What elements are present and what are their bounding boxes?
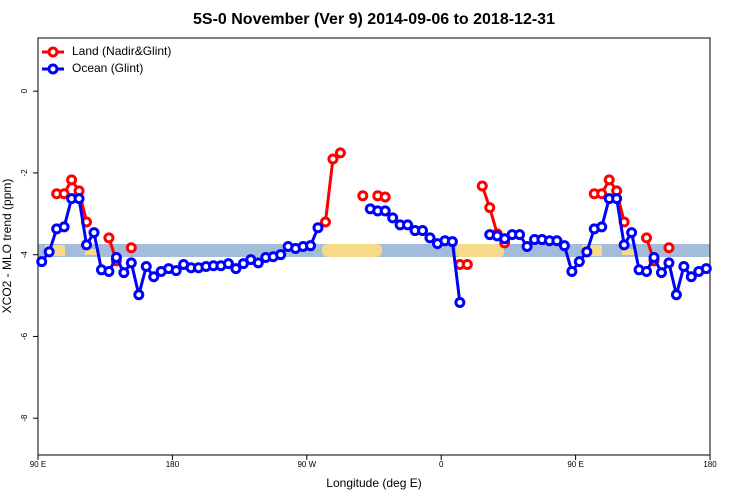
data-point <box>402 219 414 231</box>
data-point <box>36 256 48 268</box>
data-point <box>611 193 623 205</box>
data-point <box>148 271 160 283</box>
data-point <box>514 229 526 241</box>
x-axis-label: Longitude (deg E) <box>326 476 421 490</box>
land-strip <box>322 244 382 257</box>
data-point <box>454 297 466 309</box>
data-point <box>670 289 682 301</box>
data-point <box>461 258 473 270</box>
x-tick-label: 180 <box>703 460 717 469</box>
legend-marker <box>47 46 59 58</box>
data-point <box>58 188 70 200</box>
y-axis-label: XCO2 - MLO trend (ppm) <box>0 179 14 314</box>
legend-marker <box>47 63 59 75</box>
data-point <box>626 227 638 239</box>
y-tick-label: -2 <box>20 169 29 177</box>
data-point <box>58 221 70 233</box>
x-tick-label: 90 E <box>30 460 46 469</box>
data-point <box>476 180 488 192</box>
data-point <box>275 249 287 261</box>
y-tick-label: -4 <box>20 251 29 259</box>
x-tick-label: 90 W <box>297 460 316 469</box>
y-tick-label: -8 <box>20 414 29 422</box>
data-point <box>521 241 533 252</box>
data-point <box>125 257 137 269</box>
x-tick-label: 90 E <box>567 460 583 469</box>
chart-title: 5S-0 November (Ver 9) 2014-09-06 to 2018… <box>193 11 555 28</box>
legend-label: Ocean (Glint) <box>72 61 143 75</box>
data-point <box>663 242 675 254</box>
data-point <box>103 232 115 244</box>
x-tick-label: 180 <box>166 460 180 469</box>
plot-frame <box>37 37 711 456</box>
data-point <box>43 246 55 258</box>
data-point <box>312 222 324 234</box>
data-point <box>334 147 346 159</box>
map-strip <box>38 244 710 257</box>
data-point <box>655 267 667 279</box>
data-point <box>663 257 675 269</box>
data-point <box>641 232 653 244</box>
data-point <box>618 239 630 251</box>
data-point <box>573 256 585 268</box>
data-point <box>252 257 264 269</box>
data-point <box>648 252 660 264</box>
data-point <box>305 240 317 252</box>
data-point <box>81 239 93 251</box>
data-point <box>125 242 137 254</box>
data-point <box>596 221 608 233</box>
data-point <box>319 216 331 228</box>
y-tick-label: -6 <box>20 332 29 340</box>
data-point <box>678 261 690 273</box>
data-point <box>170 265 182 277</box>
land-strip <box>45 245 65 256</box>
data-point <box>88 227 100 239</box>
data-point <box>118 267 130 279</box>
data-point <box>66 174 78 186</box>
data-point <box>446 236 458 248</box>
data-point <box>110 252 122 264</box>
data-point <box>222 258 234 270</box>
data-point <box>103 265 115 277</box>
land-strip <box>85 249 97 255</box>
data-point <box>566 265 578 277</box>
data-point <box>230 263 242 275</box>
land-strip <box>456 244 504 257</box>
data-point <box>685 271 697 283</box>
data-point <box>379 205 391 217</box>
data-point <box>581 246 593 258</box>
data-point <box>551 235 563 247</box>
land-strip <box>622 249 634 255</box>
x-tick-label: 0 <box>439 460 444 469</box>
data-point <box>641 265 653 277</box>
data-point <box>603 174 615 186</box>
data-point <box>417 225 429 237</box>
data-point <box>387 212 399 224</box>
data-point <box>327 153 339 165</box>
data-point <box>133 289 145 301</box>
legend-label: Land (Nadir&Glint) <box>72 44 171 58</box>
data-point <box>700 263 712 275</box>
data-point <box>596 188 608 200</box>
data-point <box>357 190 369 202</box>
data-point <box>379 191 391 203</box>
data-point <box>140 261 152 273</box>
data-point <box>558 240 570 252</box>
data-point <box>73 193 85 205</box>
data-point <box>424 232 436 244</box>
data-point <box>484 202 496 214</box>
y-tick-label: 0 <box>20 88 29 93</box>
